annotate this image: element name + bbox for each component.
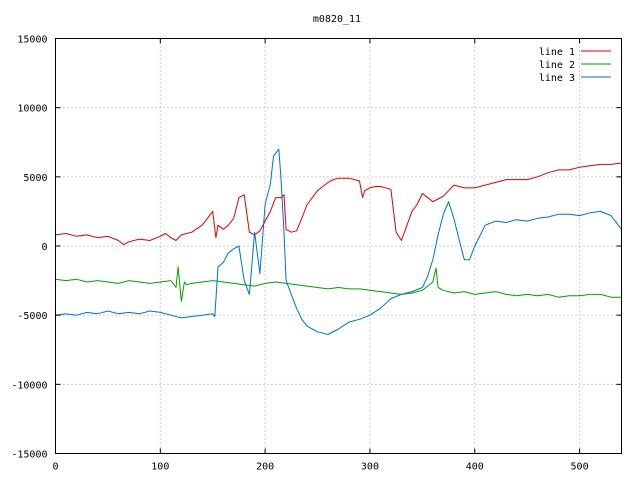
y-tick-label: -5000	[17, 311, 47, 322]
x-tick-label: 200	[256, 462, 274, 473]
grid-lines	[55, 38, 622, 454]
series-line-2	[55, 266, 622, 302]
x-tick-label: 100	[151, 462, 169, 473]
legend-label-3: line 3	[539, 73, 575, 84]
y-tick-label: 10000	[17, 104, 47, 115]
chart-title: m0820_11	[313, 14, 361, 25]
y-tick-label: 15000	[17, 35, 47, 46]
series-lines	[55, 148, 622, 335]
x-tick-label: 0	[52, 462, 58, 473]
series-line-1	[55, 162, 622, 246]
y-tick-label: -10000	[11, 380, 47, 391]
axis-tick-labels: 0 100 200 300 400 500 15000 10000 5000 0 -5000 -100…	[11, 35, 588, 473]
legend-label-1: line 1	[539, 47, 575, 58]
legend-label-2: line 2	[539, 60, 575, 71]
x-tick-label: 500	[571, 462, 589, 473]
y-tick-label: 5000	[23, 173, 47, 184]
axis-ticks	[55, 38, 622, 454]
x-tick-label: 400	[466, 462, 484, 473]
series-line-3	[55, 148, 622, 335]
x-tick-label: 300	[361, 462, 379, 473]
y-tick-label: 0	[41, 242, 47, 253]
y-tick-label: -15000	[11, 450, 47, 461]
legend: line 1 line 2 line 3	[539, 47, 611, 84]
